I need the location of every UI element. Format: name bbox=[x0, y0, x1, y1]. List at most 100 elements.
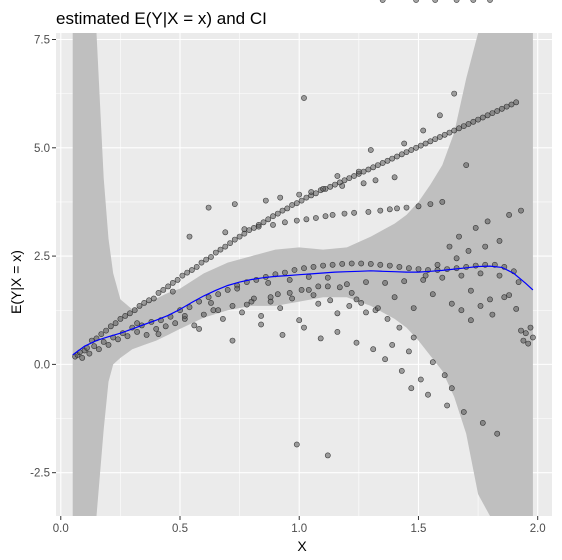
data-point bbox=[332, 181, 338, 188]
data-point bbox=[453, 0, 460, 3]
data-point bbox=[134, 320, 140, 327]
data-point bbox=[518, 327, 524, 334]
data-point bbox=[346, 175, 353, 181]
data-point bbox=[358, 299, 365, 306]
data-point bbox=[467, 317, 474, 324]
data-point bbox=[391, 174, 398, 181]
data-point bbox=[341, 177, 348, 184]
data-point bbox=[117, 315, 124, 322]
data-point bbox=[432, 136, 439, 142]
data-point bbox=[186, 233, 193, 240]
data-point bbox=[210, 307, 217, 314]
data-point bbox=[372, 177, 379, 184]
data-point bbox=[334, 328, 341, 335]
data-point bbox=[96, 346, 102, 353]
data-point bbox=[346, 302, 353, 309]
data-point bbox=[141, 299, 148, 306]
data-point bbox=[291, 267, 298, 273]
data-point bbox=[429, 291, 436, 298]
data-point bbox=[410, 334, 417, 341]
data-point bbox=[415, 266, 422, 272]
data-point bbox=[179, 272, 186, 279]
data-point bbox=[386, 206, 393, 213]
data-point bbox=[446, 129, 453, 136]
data-point bbox=[334, 173, 341, 179]
data-point bbox=[417, 142, 424, 149]
data-point bbox=[477, 270, 484, 277]
data-point bbox=[298, 286, 305, 293]
data-point bbox=[191, 322, 198, 329]
data-point bbox=[498, 105, 505, 112]
data-point bbox=[196, 325, 202, 332]
data-point bbox=[315, 283, 322, 290]
data-point bbox=[301, 324, 307, 331]
data-point bbox=[200, 311, 207, 318]
data-point bbox=[229, 337, 236, 344]
data-point bbox=[274, 210, 281, 217]
data-point bbox=[527, 324, 534, 331]
data-point bbox=[103, 327, 109, 334]
data-point bbox=[403, 204, 410, 211]
data-point bbox=[169, 279, 176, 286]
x-tick-label: 1.0 bbox=[291, 523, 307, 535]
fit-curve bbox=[72, 265, 534, 356]
data-point bbox=[296, 191, 303, 198]
data-point bbox=[339, 182, 346, 189]
data-point bbox=[172, 320, 179, 327]
data-point bbox=[301, 95, 307, 101]
y-axis-label: E(Y|X = x) bbox=[8, 250, 24, 314]
data-point bbox=[301, 265, 307, 272]
data-point bbox=[391, 294, 398, 301]
data-point bbox=[181, 312, 188, 319]
data-point bbox=[472, 224, 479, 231]
chart-title: estimated E(Y|X = x) and CI bbox=[56, 9, 267, 28]
data-point bbox=[329, 261, 336, 268]
data-point bbox=[513, 305, 520, 312]
data-point bbox=[308, 189, 315, 195]
data-point bbox=[494, 430, 501, 437]
data-point bbox=[289, 295, 295, 302]
data-point bbox=[422, 272, 429, 279]
data-point bbox=[188, 267, 195, 273]
data-points bbox=[72, 0, 536, 459]
data-point bbox=[506, 292, 512, 298]
data-point bbox=[484, 112, 491, 119]
data-point bbox=[456, 125, 462, 132]
data-point bbox=[203, 256, 210, 263]
data-point bbox=[98, 331, 105, 337]
data-point bbox=[520, 337, 527, 344]
fit-curve-layer bbox=[72, 265, 534, 356]
data-point bbox=[374, 305, 381, 311]
data-point bbox=[441, 131, 448, 138]
data-point bbox=[377, 207, 384, 214]
data-point bbox=[215, 307, 222, 314]
data-point bbox=[260, 219, 267, 226]
data-point bbox=[420, 276, 427, 283]
data-point bbox=[487, 0, 493, 3]
data-point bbox=[320, 185, 326, 192]
data-point bbox=[363, 279, 369, 285]
data-point bbox=[394, 205, 400, 212]
data-point bbox=[470, 0, 477, 3]
data-point bbox=[451, 127, 458, 134]
y-tick-label: 5.0 bbox=[34, 143, 50, 155]
data-point bbox=[382, 356, 388, 363]
x-tick-label: 1.5 bbox=[410, 523, 426, 535]
axes: -2.5 0.0 2.5 5.0 7.5 0.0 0.5 1.0 1.5 2.0 bbox=[30, 34, 546, 535]
data-point bbox=[122, 312, 129, 319]
data-point bbox=[234, 285, 241, 292]
data-point bbox=[317, 335, 324, 342]
data-point bbox=[341, 210, 348, 217]
data-point bbox=[370, 346, 377, 353]
data-point bbox=[436, 134, 443, 140]
data-point bbox=[367, 260, 374, 267]
data-point bbox=[236, 233, 243, 240]
data-point bbox=[174, 276, 181, 283]
data-point bbox=[382, 279, 388, 286]
data-point bbox=[439, 274, 446, 281]
data-point bbox=[389, 155, 396, 162]
data-point bbox=[324, 274, 331, 281]
data-point bbox=[258, 321, 264, 328]
data-point bbox=[310, 263, 317, 270]
